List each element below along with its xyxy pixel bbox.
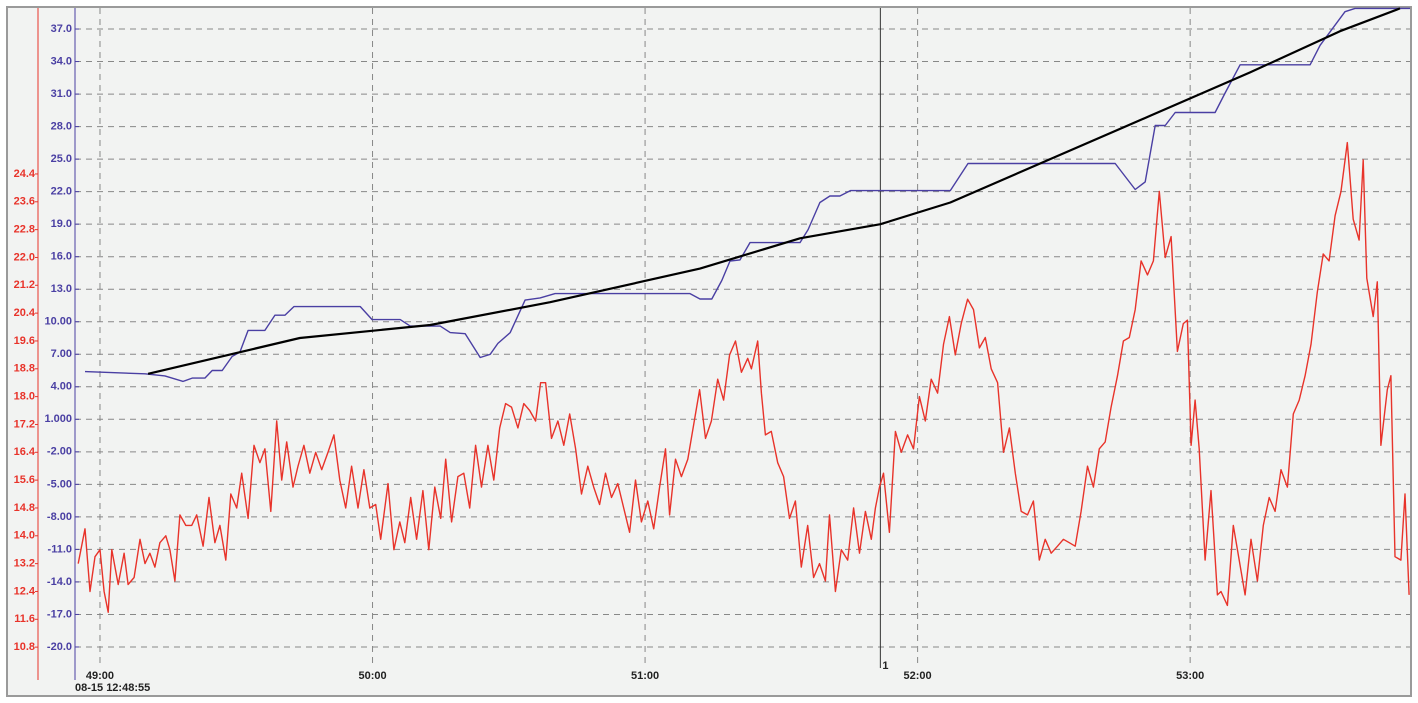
y2-tick-label: 18.8 [14,363,35,375]
y2-tick-label: 14.0 [14,530,35,542]
y-tick-label: -8.00 [47,511,72,523]
y-tick-label: 25.0 [51,153,72,165]
y-tick-label: 37.0 [51,23,72,35]
y2-tick-label: 10.8 [14,641,35,653]
y2-tick-label: 19.6 [14,335,35,347]
y-tick-label: 19.0 [51,218,72,230]
y-tick-label: 7.00 [51,348,72,360]
y2-tick-label: 11.6 [14,613,35,625]
y2-tick-label: 22.0 [14,251,35,263]
y-tick-label: 22.0 [51,186,72,198]
y2-tick-label: 15.6 [14,474,35,486]
y2-tick-label: 17.2 [14,418,35,430]
y2-tick-label: 12.4 [14,585,36,597]
y2-tick-label: 14.8 [14,502,35,514]
y2-tick-label: 16.4 [14,446,36,458]
x-tick-label: 53:00 [1176,670,1204,682]
chart-frame [6,6,1412,697]
y2-tick-label: 21.2 [14,279,35,291]
y-tick-label: 28.0 [51,121,72,133]
x-tick-label: 50:00 [358,670,386,682]
y-tick-label: 1.000 [44,413,72,425]
y-tick-label: -11.0 [48,543,72,555]
y-tick-label: -2.00 [47,446,72,458]
y-tick-label: -5.00 [47,478,72,490]
x-start-label: 08-15 12:48:55 [75,682,150,694]
y2-tick-label: 13.2 [14,558,35,570]
x-tick-label: 49:00 [86,670,114,682]
y-tick-label: 4.00 [51,381,72,393]
series-line [84,7,1410,383]
series-line [147,7,1401,375]
cursor-label: 1 [882,660,888,672]
y-tick-label: -17.0 [47,608,72,620]
y-tick-label: -14.0 [47,576,72,588]
y-tick-label: 34.0 [51,55,72,67]
y2-tick-label: 18.0 [14,391,35,403]
x-tick-label: 52:00 [904,670,932,682]
y-tick-label: -20.0 [47,641,72,653]
y2-tick-label: 22.8 [14,224,35,236]
y-tick-label: 10.00 [44,316,72,328]
series-line [77,141,1410,613]
x-tick-label: 51:00 [631,670,659,682]
y2-tick-label: 23.6 [14,196,35,208]
y2-tick-label: 20.4 [14,307,36,319]
y-tick-label: 31.0 [51,88,72,100]
y2-tick-label: 24.4 [14,168,36,180]
y-tick-label: 16.0 [51,251,72,263]
y-tick-label: 13.0 [51,283,72,295]
